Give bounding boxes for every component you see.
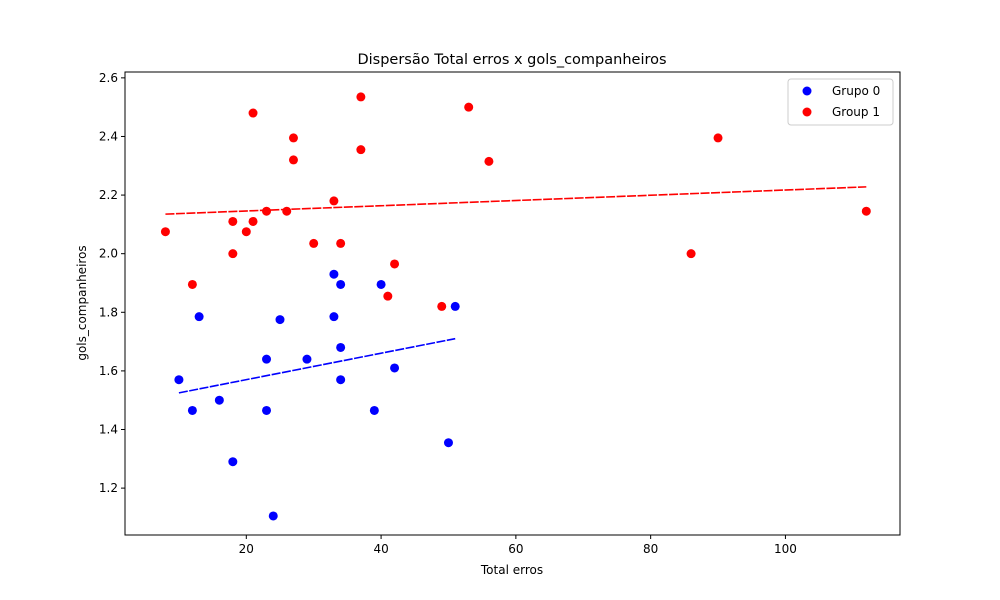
data-point [309, 238, 319, 248]
x-tick-label: 40 [373, 542, 388, 556]
data-point [336, 279, 346, 289]
data-point [376, 279, 386, 289]
x-axis-label: Total erros [480, 563, 543, 577]
y-tick-label: 1.8 [99, 305, 118, 319]
data-point [194, 312, 204, 322]
data-point [275, 315, 285, 325]
data-point [686, 249, 696, 259]
data-point [390, 259, 400, 269]
x-tick-label: 60 [508, 542, 523, 556]
plot-area [160, 92, 871, 521]
y-tick-label: 2.2 [99, 188, 118, 202]
data-point [383, 291, 393, 301]
trend-line [165, 186, 867, 215]
data-point [450, 301, 460, 311]
data-point [302, 354, 312, 364]
data-point [248, 108, 258, 118]
data-point [336, 375, 346, 385]
data-point [187, 405, 197, 415]
data-point [356, 145, 366, 155]
y-axis-label: gols_companheiros [75, 245, 89, 360]
data-point [282, 206, 292, 216]
series-1 [160, 92, 871, 311]
y-tick-label: 2.4 [99, 129, 118, 143]
data-point [329, 312, 339, 322]
chart-title: Dispersão Total erros x gols_companheiro… [357, 52, 666, 68]
data-point [262, 206, 272, 216]
legend-entry: Group 1 [832, 105, 880, 119]
data-point [268, 511, 278, 521]
data-point [861, 206, 871, 216]
x-tick-label: 100 [774, 542, 797, 556]
data-point [356, 92, 366, 102]
data-point [228, 216, 238, 226]
data-point [390, 363, 400, 373]
legend-entry: Grupo 0 [832, 84, 880, 98]
data-point [369, 405, 379, 415]
legend-box [787, 78, 894, 126]
data-point [262, 354, 272, 364]
y-tick-label: 1.2 [99, 481, 118, 495]
data-point [443, 438, 453, 448]
series-0 [174, 269, 460, 521]
data-point [464, 102, 474, 112]
data-point [713, 133, 723, 143]
y-tick-label: 2.6 [99, 71, 118, 85]
data-point [288, 155, 298, 165]
legend-marker [802, 86, 812, 96]
data-point [437, 301, 447, 311]
data-point [262, 405, 272, 415]
x-tick-label: 80 [643, 542, 658, 556]
data-point [288, 133, 298, 143]
y-tick-label: 1.6 [99, 364, 118, 378]
axis-ticks: 20 40 60 80 100 1.2 1.4 1.6 1.8 2.0 2.2 2.4 2.6 [99, 71, 797, 556]
data-point [187, 279, 197, 289]
legend-marker [802, 107, 812, 117]
data-point [329, 269, 339, 279]
data-point [329, 196, 339, 206]
y-tick-label: 1.4 [99, 423, 118, 437]
data-point [214, 395, 224, 405]
axes-frame [124, 71, 901, 536]
data-point [248, 216, 258, 226]
data-point [336, 238, 346, 248]
data-point [336, 342, 346, 352]
data-point [484, 156, 494, 166]
y-tick-label: 2.0 [99, 247, 118, 261]
data-point [228, 457, 238, 467]
data-point [174, 375, 184, 385]
data-point [160, 227, 170, 237]
trend-line [178, 337, 456, 394]
x-tick-label: 20 [239, 542, 254, 556]
data-point [228, 249, 238, 259]
data-point [241, 227, 251, 237]
legend: Grupo 0 Group 1 [787, 78, 894, 126]
